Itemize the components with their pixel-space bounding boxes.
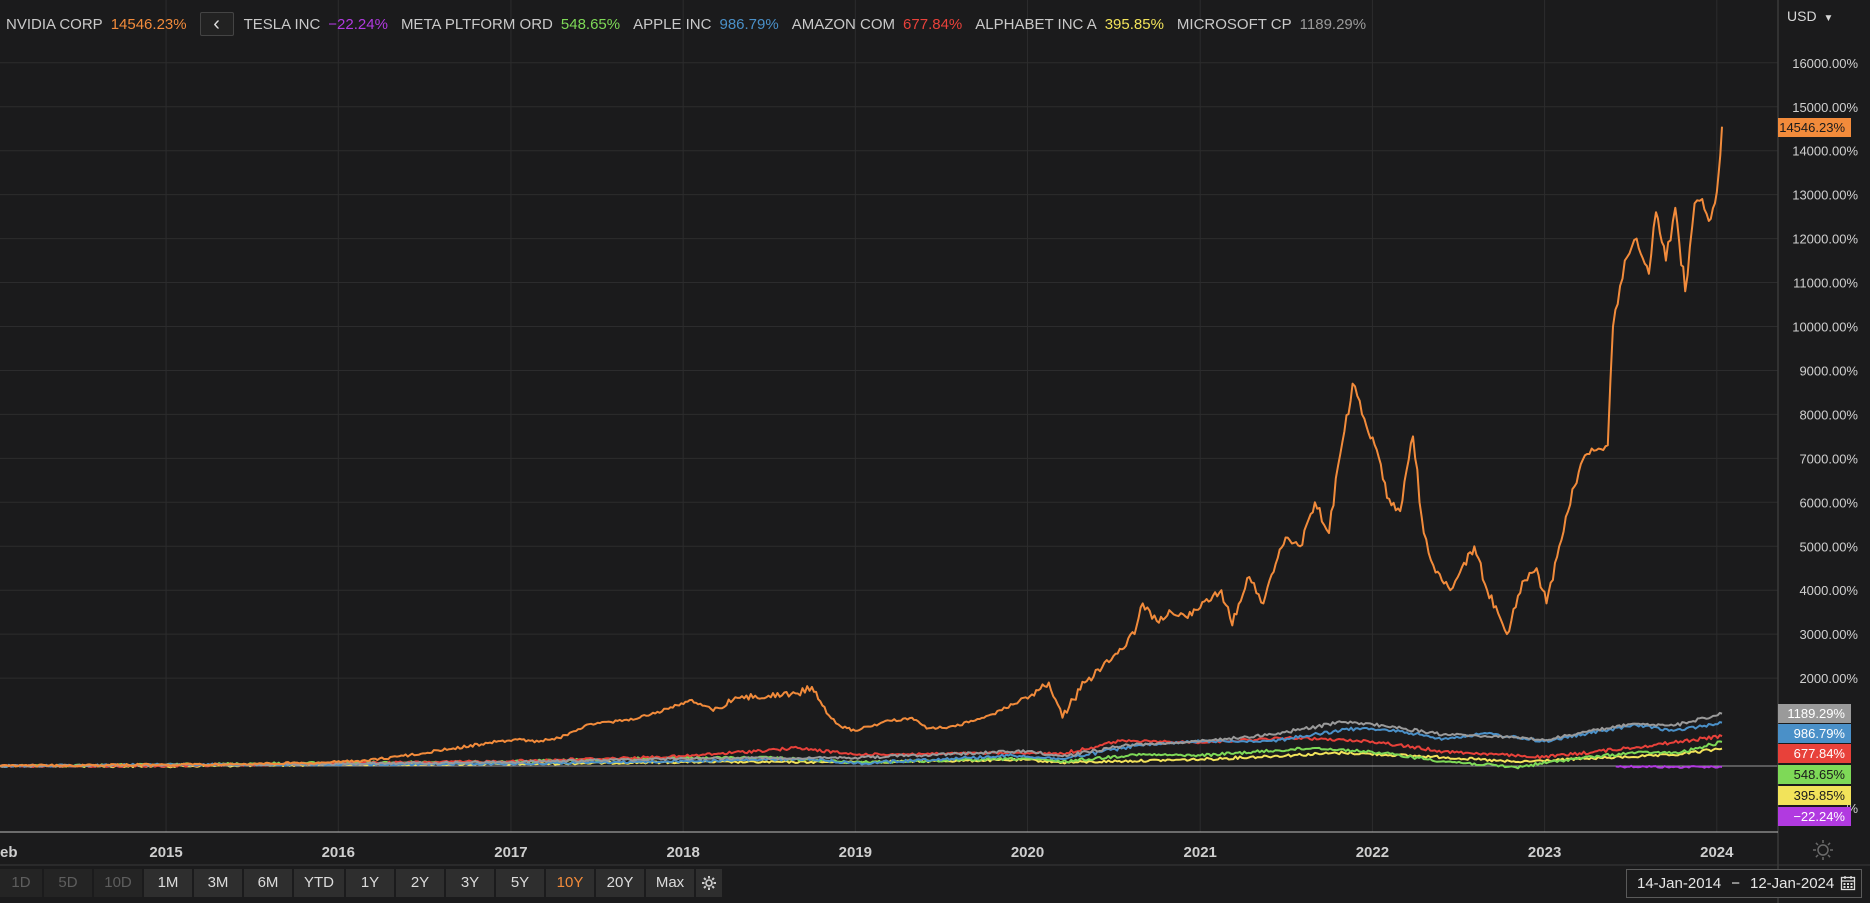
x-tick-label: 2018: [666, 844, 699, 861]
legend-series-value: 1189.29%: [1299, 15, 1367, 33]
range-button-10y[interactable]: 10Y: [546, 869, 594, 897]
legend-series-name: APPLE INC: [633, 15, 712, 33]
last-value-badge: 986.79%: [1778, 724, 1851, 743]
date-from: 14-Jan-2014: [1637, 875, 1722, 892]
range-button-max[interactable]: Max: [646, 869, 694, 897]
legend-series-name: MICROSOFT CP: [1176, 15, 1292, 33]
y-tick-label: 10000.00%: [1792, 320, 1858, 335]
series-line-tesla-inc: [1615, 764, 1723, 769]
legend-series-value: 395.85%: [1104, 15, 1164, 33]
x-tick-label: 2017: [494, 844, 527, 861]
x-tick-label: 2021: [1184, 844, 1217, 861]
last-value-badge: −22.24%: [1778, 807, 1851, 826]
legend-series-value: 548.65%: [560, 15, 621, 33]
y-tick-label: 2000.00%: [1799, 671, 1858, 686]
legend-item[interactable]: AMAZON COM 677.84%: [792, 16, 963, 33]
y-tick-label: 3000.00%: [1799, 627, 1858, 642]
last-value-badge: 395.85%: [1778, 786, 1851, 805]
y-tick-label: 13000.00%: [1792, 188, 1858, 203]
series-line-nvidia-corp: [0, 126, 1723, 768]
legend-series-value: 14546.23%: [110, 15, 187, 33]
legend-bar: NVIDIA CORP 14546.23% ‹ TESLA INC −22.24% MET…: [6, 12, 1379, 36]
range-button-1y[interactable]: 1Y: [346, 869, 394, 897]
legend-series-value: 677.84%: [903, 15, 963, 33]
legend-item[interactable]: META PLTFORM ORD 548.65%: [401, 16, 620, 33]
legend-item[interactable]: TESLA INC −22.24%: [244, 16, 388, 33]
range-button-3m[interactable]: 3M: [194, 869, 242, 897]
date-separator: −: [1731, 875, 1740, 892]
chevron-left-icon[interactable]: ‹: [199, 12, 234, 36]
range-button-6m[interactable]: 6M: [244, 869, 292, 897]
series-line-microsoft-cp: [0, 711, 1723, 768]
x-tick-label: 2024: [1700, 844, 1734, 861]
legend-series-name: ALPHABET INC A: [975, 15, 1097, 33]
x-tick-label: 2015: [149, 844, 182, 861]
y-tick-label: 7000.00%: [1799, 451, 1858, 466]
legend-series-name: AMAZON COM: [791, 15, 896, 33]
range-button-2y[interactable]: 2Y: [396, 869, 444, 897]
last-value-badge: 14546.23%: [1778, 118, 1851, 137]
gridlines: [0, 0, 1778, 832]
date-to: 12-Jan-2024: [1750, 875, 1835, 892]
legend-series-name: META PLTFORM ORD: [400, 15, 553, 33]
range-button-1d[interactable]: 1D: [0, 869, 42, 897]
legend-item[interactable]: ALPHABET INC A 395.85%: [975, 16, 1164, 33]
legend-series-name: TESLA INC: [243, 15, 321, 33]
calendar-icon[interactable]: [1840, 875, 1856, 895]
legend-series-name: NVIDIA CORP: [6, 15, 103, 33]
x-tick-label: 2023: [1528, 844, 1561, 861]
last-value-badge: 548.65%: [1778, 765, 1851, 784]
y-tick-label: 8000.00%: [1799, 407, 1858, 422]
legend-series-value: −22.24%: [328, 15, 388, 33]
x-tick-label: 2020: [1011, 844, 1044, 861]
range-button-1m[interactable]: 1M: [144, 869, 192, 897]
range-button-10d[interactable]: 10D: [94, 869, 142, 897]
x-tick-label: 2016: [322, 844, 355, 861]
range-button-ytd[interactable]: YTD: [294, 869, 344, 897]
legend-item[interactable]: APPLE INC 986.79%: [633, 16, 779, 33]
x-tick-label: 2019: [839, 844, 872, 861]
legend-item[interactable]: NVIDIA CORP 14546.23%: [6, 16, 187, 33]
date-range-picker[interactable]: 14-Jan-2014 − 12-Jan-2024: [1626, 869, 1862, 898]
range-button-3y[interactable]: 3Y: [446, 869, 494, 897]
range-button-20y[interactable]: 20Y: [596, 869, 644, 897]
x-tick-label: eb: [0, 844, 18, 861]
y-tick-label: 16000.00%: [1792, 56, 1858, 71]
y-tick-label: 12000.00%: [1792, 232, 1858, 247]
y-tick-label: 11000.00%: [1793, 276, 1858, 291]
range-button-5d[interactable]: 5D: [44, 869, 92, 897]
y-tick-label: 6000.00%: [1799, 495, 1858, 510]
currency-selector[interactable]: USD ▼: [1787, 8, 1833, 24]
y-tick-label: 4000.00%: [1799, 583, 1858, 598]
gear-icon[interactable]: [696, 869, 722, 897]
y-tick-label: 5000.00%: [1799, 539, 1858, 554]
range-toolbar: 1D 5D 10D 1M 3M 6M YTD 1Y 2Y 3Y 5Y 10Y 20Y Max: [0, 869, 722, 897]
y-tick-label: 15000.00%: [1792, 100, 1858, 115]
currency-label: USD: [1787, 8, 1817, 24]
x-tick-label: 2022: [1356, 844, 1389, 861]
range-button-5y[interactable]: 5Y: [496, 869, 544, 897]
last-value-badge: 1189.29%: [1778, 704, 1851, 723]
y-tick-label: 14000.00%: [1792, 144, 1858, 159]
y-tick-label: 9000.00%: [1799, 363, 1858, 378]
legend-item[interactable]: MICROSOFT CP 1189.29%: [1177, 16, 1366, 33]
chevron-down-icon: ▼: [1823, 13, 1834, 24]
legend-series-value: 986.79%: [719, 15, 779, 33]
last-value-badge: 677.84%: [1778, 744, 1851, 763]
brightness-icon[interactable]: [1812, 839, 1834, 866]
